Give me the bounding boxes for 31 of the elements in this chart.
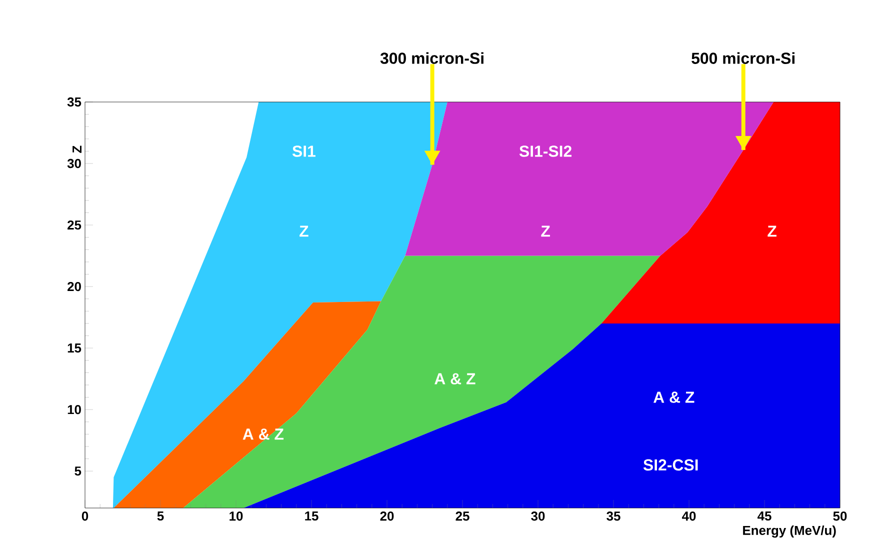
annotation: Z: [768, 226, 776, 237]
annotation: A & Z: [653, 392, 694, 403]
y-tick-label: 15: [68, 344, 82, 353]
x-tick-label: 35: [606, 512, 620, 521]
x-tick-label: 0: [82, 512, 88, 521]
annotation: 300 micron-Si: [380, 52, 484, 64]
annotation: A & Z: [434, 373, 476, 384]
y-tick-label: 10: [68, 404, 81, 414]
y-tick-label: 5: [74, 466, 82, 476]
x-tick-label: 30: [531, 512, 545, 521]
y-tick-label: 35: [67, 97, 82, 107]
x-tick-label: 5: [157, 512, 164, 521]
x-tick-label: 40: [682, 512, 696, 521]
x-axis-title: Energy (MeV/u): [743, 525, 836, 538]
y-tick-label: 25: [68, 220, 82, 230]
x-tick-label: 50: [833, 512, 847, 521]
annotation: Z: [300, 226, 308, 237]
y-tick-label: 20: [68, 282, 81, 292]
x-tick-label: 10: [230, 512, 243, 521]
annotation: SI2-CSI: [643, 459, 698, 471]
x-tick-label: 45: [758, 512, 772, 521]
annotation: Z: [541, 226, 550, 237]
y-tick-label: 30: [67, 158, 81, 168]
x-tick-label: 25: [456, 512, 470, 521]
annotation: 500 micron-Si: [692, 52, 794, 64]
annotation: A & Z: [242, 428, 284, 440]
annotation: SI1: [292, 146, 316, 157]
x-tick-label: 15: [305, 512, 318, 521]
x-tick-label: 20: [380, 512, 394, 521]
annotation: SI1-SI2: [519, 146, 572, 157]
y-axis-title: Z: [72, 146, 82, 153]
